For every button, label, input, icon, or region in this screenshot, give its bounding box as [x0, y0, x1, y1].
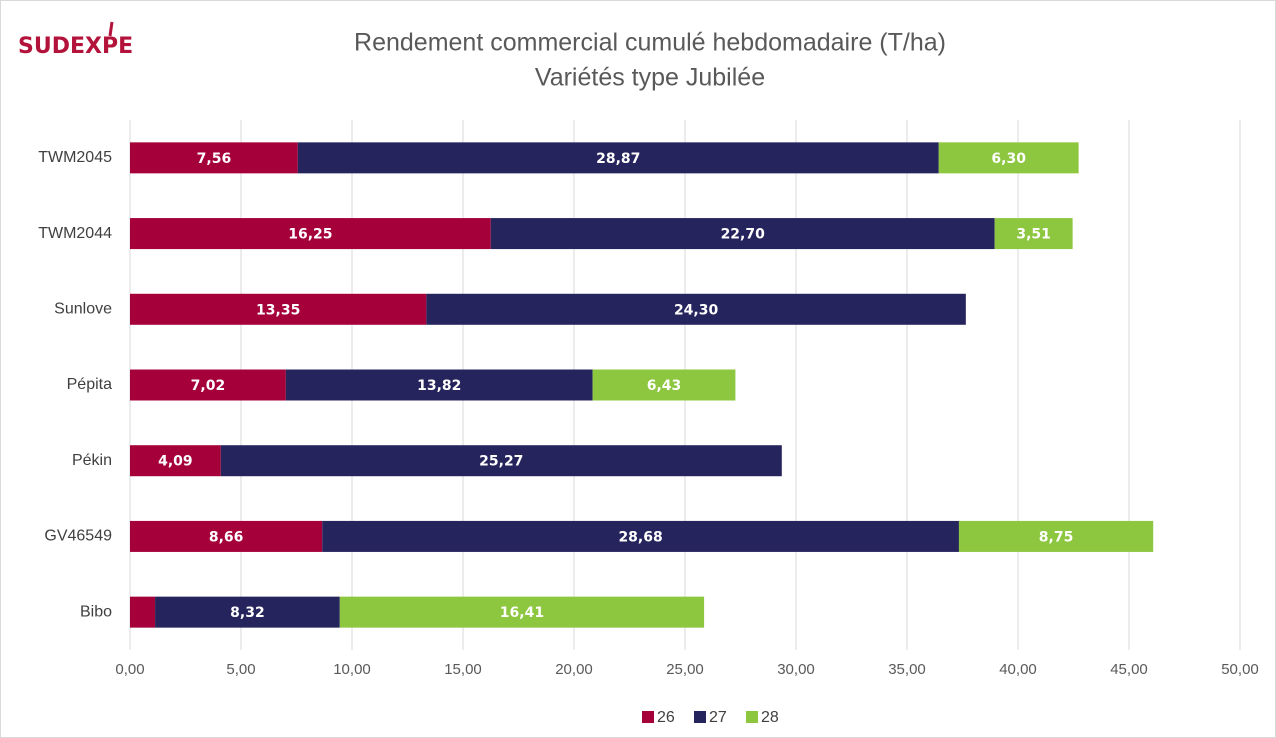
logo: SUDEXPE [18, 34, 133, 59]
bar-segment [130, 520, 323, 552]
legend-label: 28 [761, 709, 779, 726]
bar-segment [130, 596, 156, 628]
y-tick-label: Sunlove [54, 301, 112, 318]
data-label: 6,43 [647, 378, 682, 394]
y-tick-label: GV46549 [44, 528, 112, 545]
data-label: 22,70 [721, 227, 766, 243]
chart-subtitle: Variétés type Jubilée [535, 64, 765, 92]
bar-segment [285, 369, 593, 401]
x-tick-label: 20,00 [555, 661, 593, 678]
legend-swatch [746, 711, 758, 723]
bar-segment [130, 142, 298, 174]
x-tick-label: 10,00 [333, 661, 371, 678]
legend-swatch [694, 711, 706, 723]
y-tick-label: TWM2045 [38, 149, 112, 166]
x-tick-label: 40,00 [999, 661, 1037, 678]
data-label: 25,27 [479, 454, 523, 470]
data-label: 8,66 [209, 529, 244, 545]
bar-segment [958, 520, 1154, 552]
bar-segment [130, 369, 286, 401]
data-label: 16,25 [288, 227, 332, 243]
x-tick-label: 0,00 [115, 661, 144, 678]
y-tick-label: TWM2044 [38, 225, 112, 242]
bar-segment [220, 445, 782, 477]
bar-segment [155, 596, 340, 628]
data-label: 16,41 [500, 605, 544, 621]
legend-swatch [642, 711, 654, 723]
bar-segment [130, 293, 427, 325]
bar-segment [339, 596, 705, 628]
bar-segment [426, 293, 966, 325]
x-tick-label: 15,00 [444, 661, 482, 678]
chart-title: Rendement commercial cumulé hebdomadaire… [354, 29, 946, 57]
x-tick-label: 50,00 [1221, 661, 1259, 678]
bar-segment [938, 142, 1079, 174]
bar-segment [592, 369, 736, 401]
data-label: 13,35 [256, 302, 300, 318]
logo-accent [108, 21, 114, 37]
data-label: 24,30 [674, 302, 719, 318]
bar-segment [322, 520, 959, 552]
y-tick-label: Pépita [67, 376, 112, 393]
bar-segment [994, 218, 1073, 250]
data-label: 8,75 [1039, 529, 1074, 545]
legend-label: 27 [709, 709, 727, 726]
data-label: 4,09 [158, 454, 193, 470]
data-label: 3,51 [1016, 227, 1051, 243]
bar-segment [297, 142, 939, 174]
x-tick-label: 25,00 [666, 661, 704, 678]
x-tick-label: 35,00 [888, 661, 926, 678]
bar-segment [130, 218, 491, 250]
y-tick-label: Pékin [72, 452, 112, 469]
x-tick-label: 5,00 [226, 661, 255, 678]
data-label: 28,87 [596, 151, 640, 167]
x-tick-label: 45,00 [1110, 661, 1148, 678]
bar-segment [490, 218, 995, 250]
data-label: 13,82 [417, 378, 461, 394]
bar-segment [130, 445, 221, 477]
y-tick-label: Bibo [80, 603, 112, 620]
data-label: 28,68 [618, 529, 662, 545]
legend-label: 26 [657, 709, 675, 726]
data-label: 8,32 [230, 605, 265, 621]
data-label: 7,56 [197, 151, 232, 167]
data-label: 6,30 [991, 151, 1026, 167]
x-tick-label: 30,00 [777, 661, 815, 678]
data-label: 7,02 [191, 378, 226, 394]
